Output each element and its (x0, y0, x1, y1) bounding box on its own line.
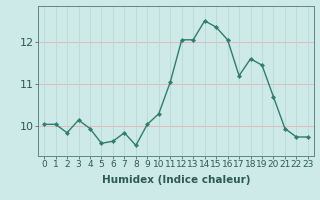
X-axis label: Humidex (Indice chaleur): Humidex (Indice chaleur) (102, 175, 250, 185)
